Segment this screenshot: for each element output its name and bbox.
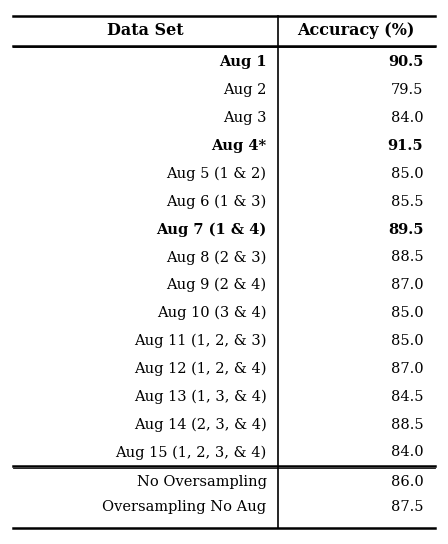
Text: Aug 1: Aug 1 bbox=[219, 55, 267, 69]
Text: 79.5: 79.5 bbox=[391, 83, 423, 97]
Text: 87.0: 87.0 bbox=[391, 278, 423, 292]
Text: 89.5: 89.5 bbox=[388, 222, 423, 237]
Text: 85.5: 85.5 bbox=[391, 195, 423, 209]
Text: Aug 11 (1, 2, & 3): Aug 11 (1, 2, & 3) bbox=[134, 334, 267, 348]
Text: 91.5: 91.5 bbox=[388, 139, 423, 153]
Text: Aug 8 (2 & 3): Aug 8 (2 & 3) bbox=[166, 250, 267, 264]
Text: Data Set: Data Set bbox=[107, 22, 184, 40]
Text: Accuracy (%): Accuracy (%) bbox=[297, 22, 415, 40]
Text: 87.0: 87.0 bbox=[391, 362, 423, 376]
Text: 85.0: 85.0 bbox=[391, 167, 423, 181]
Text: Aug 7 (1 & 4): Aug 7 (1 & 4) bbox=[156, 222, 267, 237]
Text: Aug 14 (2, 3, & 4): Aug 14 (2, 3, & 4) bbox=[134, 417, 267, 432]
Text: Aug 15 (1, 2, 3, & 4): Aug 15 (1, 2, 3, & 4) bbox=[115, 446, 267, 460]
Text: Aug 13 (1, 3, & 4): Aug 13 (1, 3, & 4) bbox=[134, 390, 267, 404]
Text: 86.0: 86.0 bbox=[391, 475, 423, 489]
Text: 88.5: 88.5 bbox=[391, 250, 423, 264]
Text: Aug 2: Aug 2 bbox=[223, 83, 267, 97]
Text: Aug 12 (1, 2, & 4): Aug 12 (1, 2, & 4) bbox=[134, 362, 267, 376]
Text: Aug 3: Aug 3 bbox=[223, 111, 267, 125]
Text: Aug 4*: Aug 4* bbox=[211, 139, 267, 153]
Text: Aug 9 (2 & 4): Aug 9 (2 & 4) bbox=[167, 278, 267, 293]
Text: 85.0: 85.0 bbox=[391, 306, 423, 320]
Text: Aug 10 (3 & 4): Aug 10 (3 & 4) bbox=[157, 306, 267, 320]
Text: Aug 6 (1 & 3): Aug 6 (1 & 3) bbox=[166, 194, 267, 209]
Text: No Oversampling: No Oversampling bbox=[137, 475, 267, 489]
Text: 84.0: 84.0 bbox=[391, 111, 423, 125]
Text: 85.0: 85.0 bbox=[391, 334, 423, 348]
Text: Aug 5 (1 & 2): Aug 5 (1 & 2) bbox=[167, 166, 267, 181]
Text: 84.0: 84.0 bbox=[391, 446, 423, 460]
Text: 88.5: 88.5 bbox=[391, 418, 423, 431]
Text: Oversampling No Aug: Oversampling No Aug bbox=[103, 500, 267, 514]
Text: 84.5: 84.5 bbox=[391, 390, 423, 404]
Text: 87.5: 87.5 bbox=[391, 500, 423, 514]
Text: 90.5: 90.5 bbox=[388, 55, 423, 69]
